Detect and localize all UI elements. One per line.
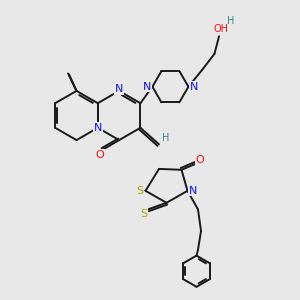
- Text: S: S: [136, 186, 144, 196]
- Text: H: H: [162, 133, 169, 143]
- Text: H: H: [227, 16, 235, 26]
- Text: O: O: [196, 155, 205, 165]
- Text: N: N: [190, 82, 198, 92]
- Text: OH: OH: [213, 24, 228, 34]
- Text: N: N: [143, 82, 151, 92]
- Text: O: O: [96, 149, 105, 160]
- Text: N: N: [94, 123, 102, 133]
- Text: N: N: [115, 84, 123, 94]
- Text: N: N: [189, 186, 197, 196]
- Text: S: S: [140, 209, 147, 219]
